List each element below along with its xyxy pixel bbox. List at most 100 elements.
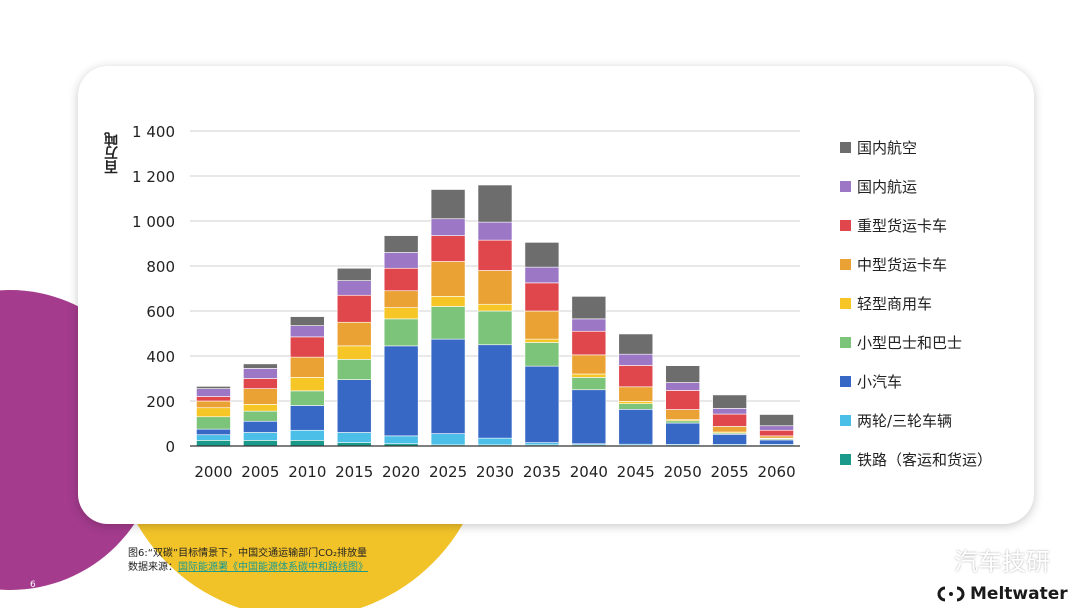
x-tick-label: 2010: [288, 463, 326, 481]
chart-legend: 国内航空国内航运重型货运卡车中型货运卡车 轻型商用车小型巴士和巴士小汽车两轮/三轮…: [840, 128, 1030, 479]
bar-segment: [243, 410, 278, 422]
bar-segment: [571, 354, 607, 375]
bar-segment: [665, 409, 700, 420]
x-tick-label: 2040: [570, 463, 608, 481]
bar-segment: [524, 282, 560, 312]
bar-segment: [712, 408, 747, 415]
bar-segment: [571, 318, 607, 332]
legend-swatch: [840, 259, 851, 270]
bar-segment: [196, 388, 231, 397]
bar-segment: [477, 184, 513, 223]
bar-segment: [290, 325, 325, 338]
y-tick-label: 800: [146, 258, 175, 276]
bar-segment: [618, 365, 654, 388]
bar-segment: [618, 386, 654, 402]
bar-segment: [477, 239, 513, 271]
bar-segment: [477, 310, 513, 346]
x-tick-label: 2045: [617, 463, 655, 481]
caption-source-link[interactable]: 国际能源署《中国能源体系碳中和路线图》: [178, 562, 368, 573]
bar-segment: [618, 403, 654, 410]
legend-swatch: [840, 454, 851, 465]
bar-segment: [618, 333, 654, 355]
bar-segment: [243, 440, 278, 447]
bar-segment: [430, 296, 466, 307]
bar-segment: [290, 390, 325, 406]
bar-segment: [524, 242, 560, 268]
bar-segment: [477, 303, 513, 312]
brand-name: Meltwater: [970, 584, 1068, 604]
bar-segment: [383, 435, 419, 445]
bar-segment: [196, 400, 231, 409]
watermark: 汽车技研: [918, 542, 1050, 577]
legend-label: 国内航空: [857, 139, 918, 157]
legend-item: 小汽车: [840, 362, 1030, 401]
bar-segment: [243, 420, 278, 433]
bar-segment: [618, 401, 654, 405]
bar-segment: [712, 433, 747, 445]
bar-segment: [290, 405, 325, 431]
legend-item: 轻型商用车: [840, 284, 1030, 323]
bar-segment: [336, 432, 372, 443]
legend-label: 中型货运卡车: [857, 256, 948, 274]
bar-segment: [243, 378, 278, 389]
bar-segment: [336, 379, 372, 433]
meltwater-logo: [937, 586, 965, 602]
bar-segment: [383, 252, 419, 269]
legend-item: 重型货运卡车: [840, 206, 1030, 245]
x-tick-label: 2005: [241, 463, 279, 481]
bar-segment: [290, 336, 325, 358]
legend-swatch: [840, 181, 851, 192]
bar-segment: [290, 440, 325, 447]
caption-title: 图6:“双碳”目标情景下，中国交通运输部门CO₂排放量: [128, 548, 367, 559]
bar-segment: [196, 440, 231, 447]
bar-segment: [524, 338, 560, 343]
x-tick-label: 2035: [523, 463, 561, 481]
bar-segment: [430, 306, 466, 340]
legend-label: 国内航运: [857, 178, 918, 196]
bar-segment: [571, 330, 607, 356]
legend-item: 国内航空: [840, 128, 1030, 167]
bar-segment: [336, 280, 372, 296]
bar-segment: [759, 414, 794, 427]
bar-segment: [383, 318, 419, 347]
x-tick-label: 2050: [664, 463, 702, 481]
bar-segment: [524, 266, 560, 284]
bar-segment: [618, 353, 654, 366]
bar-segment: [430, 189, 466, 220]
y-tick-label: 1 400: [132, 123, 175, 141]
bar-segment: [571, 377, 607, 391]
x-tick-label: 2000: [194, 463, 232, 481]
watermark-text: 汽车技研: [954, 548, 1050, 576]
bar-segment: [243, 368, 278, 379]
x-tick-label: 2015: [335, 463, 373, 481]
legend-item: 国内航运: [840, 167, 1030, 206]
x-tick-label: 2020: [382, 463, 420, 481]
legend-item: 铁路（客运和货运）: [840, 440, 1030, 479]
legend-label: 小型巴士和巴士: [857, 334, 963, 352]
bar-segment: [477, 270, 513, 305]
bar-segment: [712, 394, 747, 409]
legend-label: 轻型商用车: [857, 295, 933, 313]
y-tick-label: 600: [146, 303, 175, 321]
bar-segment: [290, 316, 325, 326]
brand-logo: Meltwater: [936, 584, 1068, 604]
y-tick-label: 0: [165, 438, 175, 456]
y-tick-label: 400: [146, 348, 175, 366]
bar-segment: [430, 235, 466, 262]
bar-segment: [477, 344, 513, 439]
bar-segment: [524, 310, 560, 340]
x-tick-label: 2060: [757, 463, 795, 481]
bar-segment: [430, 218, 466, 236]
y-axis-label: 百万吨: [104, 132, 120, 174]
bar-segment: [196, 434, 231, 441]
legend-swatch: [840, 142, 851, 153]
legend-label: 两轮/三轮车辆: [857, 412, 953, 430]
y-tick-label: 1 000: [132, 213, 175, 231]
bar-segment: [712, 426, 747, 433]
bar-segment: [196, 416, 231, 430]
bar-segment: [383, 290, 419, 308]
bar-segment: [336, 294, 372, 323]
bar-segment: [477, 437, 513, 446]
wechat-icon: [918, 548, 947, 570]
page-number: 6: [30, 580, 36, 590]
